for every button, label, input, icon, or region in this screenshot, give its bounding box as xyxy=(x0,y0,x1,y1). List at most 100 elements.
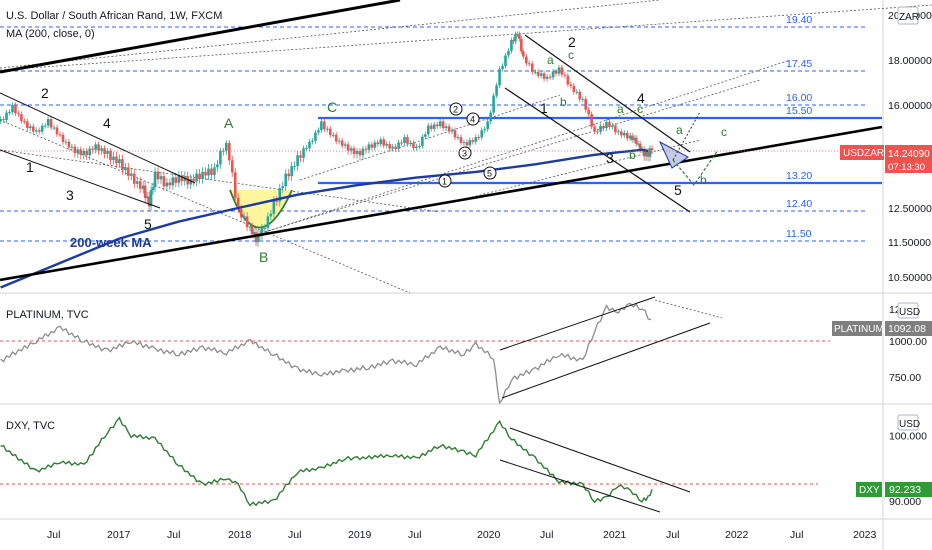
candle-body xyxy=(542,73,546,79)
platinum-title: PLATINUM, TVC xyxy=(6,309,89,321)
candle-body xyxy=(424,134,427,137)
dotted-trendline xyxy=(244,79,761,239)
candle-body xyxy=(147,196,151,207)
candle-body xyxy=(26,121,29,129)
dxy-line xyxy=(0,416,653,507)
candle-body xyxy=(471,140,475,142)
candle-body xyxy=(504,55,507,66)
wave-label: 4 xyxy=(470,115,475,125)
platinum-unit-box xyxy=(897,302,919,319)
candle-body xyxy=(299,155,302,158)
candle-body xyxy=(551,71,555,78)
candle-body xyxy=(2,119,5,121)
candle-body xyxy=(578,91,582,100)
triangle-pattern xyxy=(658,140,689,169)
candle-body xyxy=(177,175,181,183)
candle-body xyxy=(250,226,254,235)
candle-body xyxy=(236,197,240,210)
wave-label: A xyxy=(224,115,234,131)
candle-body xyxy=(64,141,68,143)
candle-body xyxy=(106,150,109,154)
candle-body xyxy=(536,71,540,76)
platinum-name-badge xyxy=(832,321,882,336)
level-label: 11.50 xyxy=(786,228,812,240)
candle-body xyxy=(192,178,195,182)
candle-body xyxy=(55,127,59,135)
time-tick: 2020 xyxy=(477,529,501,541)
candle-body xyxy=(370,144,374,148)
wave-label: 5 xyxy=(144,216,152,232)
currency-box xyxy=(897,6,919,25)
candle-body xyxy=(269,213,273,217)
candle-body xyxy=(302,148,305,158)
candle-body xyxy=(314,132,317,141)
projection-path xyxy=(672,111,701,161)
candle-body xyxy=(572,85,576,92)
candle-body xyxy=(275,200,279,202)
candle-body xyxy=(52,127,56,129)
candle-body xyxy=(394,146,397,149)
cup-outline xyxy=(229,189,293,229)
candle-body xyxy=(391,146,394,149)
wave-label: a xyxy=(547,53,554,67)
level-label: 15.50 xyxy=(786,105,812,117)
candle-body xyxy=(608,121,611,127)
dxy-name: DXY xyxy=(859,485,880,496)
candle-body xyxy=(648,148,652,157)
candle-body xyxy=(569,84,573,86)
candle-body xyxy=(650,148,654,151)
candle-body xyxy=(252,232,256,235)
candle-body xyxy=(554,71,558,74)
wave-label: c xyxy=(637,102,643,116)
wave-label: 1 xyxy=(442,177,447,187)
dxy-channel xyxy=(499,459,661,513)
dxy-unit-box xyxy=(897,414,919,431)
price-tick: 16.00000 xyxy=(888,100,932,112)
time-tick: 2022 xyxy=(725,529,749,541)
candle-body xyxy=(400,142,403,144)
candle-body xyxy=(520,38,523,52)
candle-body xyxy=(412,142,415,149)
channel-line xyxy=(524,34,691,153)
candle-body xyxy=(112,156,115,161)
price-tick: 18.00000 xyxy=(888,55,932,67)
candle-body xyxy=(367,144,371,150)
wave-label: 3 xyxy=(462,149,467,159)
candle-body xyxy=(409,142,412,144)
candle-body xyxy=(91,148,94,150)
candle-body xyxy=(480,130,484,138)
candle-body xyxy=(444,126,448,129)
trendline-top xyxy=(0,0,401,74)
candle-body xyxy=(634,137,638,144)
platinum-name: PLATINUM xyxy=(834,324,884,335)
candle-body xyxy=(498,68,501,86)
candle-body xyxy=(432,124,436,129)
candle-body xyxy=(426,125,430,135)
candle-body xyxy=(435,124,439,127)
level-label: 12.40 xyxy=(786,198,812,210)
candle-body xyxy=(97,144,100,151)
candle-body xyxy=(37,130,41,132)
candle-body xyxy=(560,67,564,75)
candle-body xyxy=(510,40,513,51)
candle-body xyxy=(349,148,353,151)
candle-body xyxy=(256,233,260,243)
dxy-channel xyxy=(509,427,691,493)
candle-body xyxy=(180,175,184,182)
candle-body xyxy=(403,137,406,144)
symbol-badge xyxy=(840,145,884,160)
last-price: 14.24090 xyxy=(888,149,930,160)
candle-body xyxy=(545,76,549,79)
time-tick: Jul xyxy=(790,529,803,541)
candle-body xyxy=(34,130,38,132)
candle-body xyxy=(225,142,228,151)
time-tick: Jul xyxy=(408,529,421,541)
candle-body xyxy=(320,121,323,131)
candle-body xyxy=(222,150,225,152)
candle-body xyxy=(58,134,62,136)
candle-body xyxy=(204,171,207,176)
candle-body xyxy=(308,141,311,149)
candle-body xyxy=(346,144,350,151)
candle-body xyxy=(456,137,460,139)
candle-body xyxy=(334,134,338,142)
